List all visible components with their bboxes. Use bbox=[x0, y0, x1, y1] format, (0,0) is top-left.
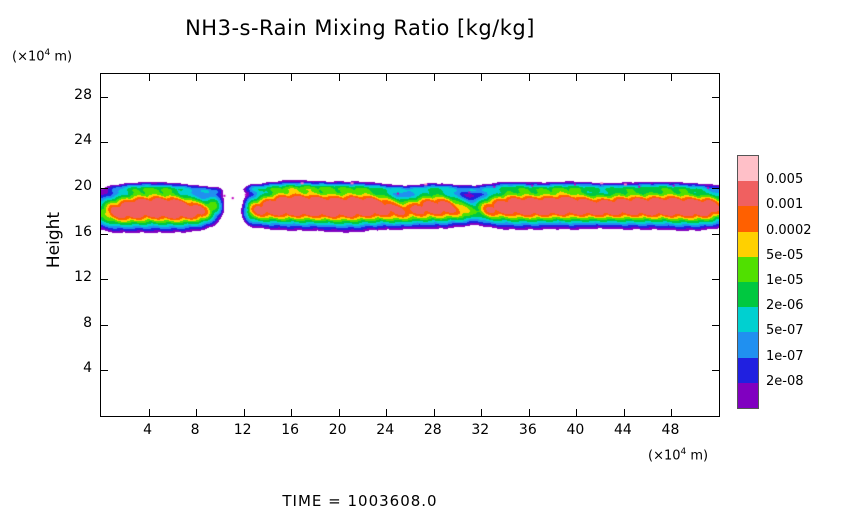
colorbar-level-label: 1e-05 bbox=[766, 273, 804, 288]
x-tick-top bbox=[433, 74, 435, 81]
colorbar-cell bbox=[738, 256, 758, 282]
y-tick bbox=[101, 142, 108, 144]
x-tick-top bbox=[481, 74, 483, 81]
colorbar-level-label: 0.001 bbox=[766, 197, 804, 213]
y-tick-right bbox=[712, 370, 719, 372]
x-axis-unit-label: (×104 m) bbox=[648, 447, 709, 464]
y-tick-right bbox=[712, 324, 719, 326]
page-title: NH3-s-Rain Mixing Ratio [kg/kg] bbox=[185, 16, 535, 40]
x-tick-top bbox=[196, 74, 198, 81]
colorbar-cell bbox=[738, 181, 758, 207]
colorbar-level-label: 5e-05 bbox=[766, 247, 804, 263]
x-tick-label: 20 bbox=[328, 422, 347, 438]
colorbar-cell bbox=[738, 231, 758, 257]
colorbar-cell bbox=[738, 206, 758, 232]
x-tick-top bbox=[243, 74, 245, 81]
colorbar-level-label: 5e-07 bbox=[766, 323, 804, 339]
x-tick-label: 44 bbox=[614, 422, 632, 438]
y-tick-right bbox=[712, 96, 719, 98]
x-tick bbox=[338, 409, 340, 416]
x-tick bbox=[433, 409, 435, 416]
x-tick-top bbox=[291, 74, 293, 81]
x-tick-label: 36 bbox=[518, 422, 537, 438]
x-tick bbox=[481, 409, 483, 416]
colorbar bbox=[737, 155, 759, 409]
y-tick-label: 16 bbox=[74, 223, 92, 240]
colorbar-level-label: 2e-08 bbox=[766, 373, 804, 389]
colorbar-cell bbox=[738, 357, 758, 383]
x-tick bbox=[148, 409, 150, 416]
x-tick bbox=[291, 409, 293, 416]
colorbar-level-label: 1e-07 bbox=[766, 348, 804, 364]
colorbar-cell bbox=[738, 332, 758, 358]
colorbar-level-label: 2e-06 bbox=[766, 298, 804, 314]
y-tick-right bbox=[712, 142, 719, 144]
x-tick bbox=[243, 409, 245, 416]
x-tick bbox=[528, 409, 530, 416]
x-tick bbox=[576, 409, 578, 416]
x-tick bbox=[386, 409, 388, 416]
x-tick-top bbox=[528, 74, 530, 81]
y-tick-label: 4 bbox=[83, 360, 92, 377]
plot-area bbox=[100, 73, 720, 417]
x-tick-top bbox=[576, 74, 578, 81]
y-tick bbox=[101, 96, 108, 98]
x-tick bbox=[196, 409, 198, 416]
colorbar-cell bbox=[738, 307, 758, 333]
x-tick-label: 32 bbox=[471, 422, 490, 438]
x-tick-label: 8 bbox=[190, 422, 200, 438]
colorbar-level-label: 0.0002 bbox=[766, 222, 812, 238]
x-tick bbox=[623, 409, 625, 416]
y-tick bbox=[101, 324, 108, 326]
x-tick-label: 40 bbox=[566, 422, 585, 438]
x-tick-top bbox=[338, 74, 340, 81]
y-tick bbox=[101, 233, 108, 235]
y-tick-right bbox=[712, 279, 719, 281]
colorbar-cell bbox=[738, 281, 758, 308]
x-tick-top bbox=[623, 74, 625, 81]
colorbar-cell bbox=[738, 382, 758, 408]
y-tick bbox=[101, 279, 108, 281]
y-tick bbox=[101, 370, 108, 372]
x-tick-top bbox=[386, 74, 388, 81]
y-tick-right bbox=[712, 188, 719, 189]
y-tick-label: 28 bbox=[74, 86, 92, 103]
y-tick-label: 8 bbox=[83, 314, 92, 331]
y-tick bbox=[101, 188, 108, 189]
y-tick-label: 20 bbox=[74, 178, 92, 194]
x-tick-top bbox=[148, 74, 150, 81]
y-tick-right bbox=[712, 233, 719, 235]
colorbar-cell bbox=[738, 156, 758, 182]
x-tick-label: 12 bbox=[233, 422, 252, 438]
y-tick-label: 12 bbox=[74, 269, 92, 286]
contour-plot-canvas bbox=[101, 74, 719, 416]
y-axis-unit-label: (×104 m) bbox=[12, 48, 73, 65]
x-tick-label: 24 bbox=[376, 422, 395, 438]
time-annotation: TIME = 1003608.0 bbox=[282, 492, 438, 510]
x-tick-label: 4 bbox=[143, 422, 152, 438]
x-tick bbox=[671, 409, 673, 416]
y-tick-label: 24 bbox=[74, 132, 92, 149]
x-tick-label: 28 bbox=[423, 422, 442, 438]
x-tick-label: 48 bbox=[661, 422, 680, 438]
colorbar-level-label: 0.005 bbox=[766, 172, 804, 188]
x-tick-top bbox=[671, 74, 673, 81]
x-tick-label: 16 bbox=[281, 422, 300, 438]
